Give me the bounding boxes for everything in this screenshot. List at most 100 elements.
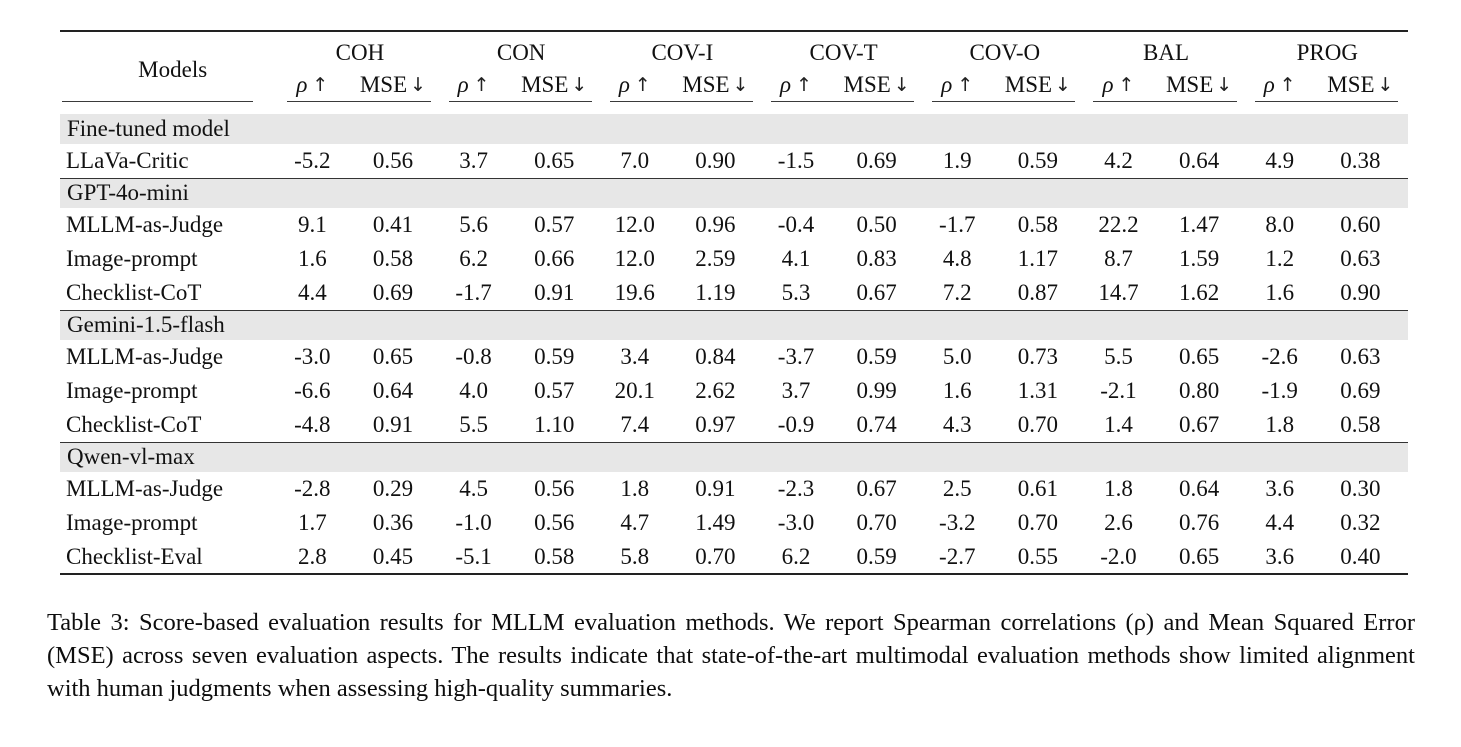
rho-value-cell: 4.3 (942, 411, 972, 437)
mse-value-cell: 0.90 (1340, 279, 1381, 305)
mse-metric-header: MSE ↓ (990, 68, 1085, 102)
rho-value-cell: 4.1 (781, 246, 811, 271)
mse-value-cell: 0.58 (372, 246, 414, 271)
mse-value-cell: 0.69 (372, 279, 414, 305)
aspect-group-label: COV-T (809, 39, 878, 65)
header-body-gap (60, 102, 1408, 114)
rho-value-cell: -2.8 (294, 476, 331, 501)
mse-value-cell: 0.58 (1340, 411, 1381, 437)
mse-value-cell: 0.63 (1340, 344, 1381, 369)
rho-value-cell: 12.0 (614, 246, 655, 271)
mse-value-cell: 0.56 (534, 510, 575, 535)
table-row: MLLM-as-Judge 9.1 0.41 5.6 0.57 12.0 0.96 -0.4 0… (60, 208, 1408, 242)
rho-value-cell: 19.6 (614, 279, 655, 305)
table-caption: Table 3: Score-based evaluation results … (47, 609, 1415, 702)
mse-value-cell: 0.32 (1340, 510, 1381, 535)
rho-value-cell: 1.8 (620, 476, 650, 501)
group-underline (1254, 101, 1313, 102)
rho-value-cell: -5.2 (294, 147, 331, 173)
mse-metric-header: MSE ↓ (506, 68, 602, 102)
mse-value-cell: 0.59 (534, 344, 575, 369)
models-column-header: Models (60, 31, 279, 102)
rho-metric-header: ρ ↑ (279, 68, 346, 102)
model-name-cell: Checklist-CoT (66, 279, 202, 305)
rho-value-cell: 4.4 (297, 279, 327, 305)
table-row: Checklist-Eval 2.8 0.45 -5.1 0.58 5.8 0.70 6.2 0… (60, 540, 1408, 574)
rho-value-cell: 4.9 (1265, 147, 1295, 173)
mse-value-cell: 1.19 (695, 279, 736, 305)
mse-value-cell: 0.58 (1017, 212, 1058, 237)
rho-value-cell: -0.9 (777, 411, 815, 437)
aspect-group-label: PROG (1296, 39, 1358, 65)
model-name-cell: Image-prompt (66, 510, 198, 535)
mse-value-cell: 0.29 (372, 476, 414, 501)
mse-value-cell: 1.10 (534, 411, 575, 437)
rho-value-cell: 4.7 (620, 510, 650, 535)
group-underline (1312, 101, 1398, 102)
model-name-cell: MLLM-as-Judge (66, 344, 224, 369)
up-arrow-icon: ↑ (1279, 74, 1296, 96)
mse-value-cell: 0.67 (1178, 411, 1220, 437)
mse-value-cell: 0.70 (1017, 411, 1058, 437)
mse-value-cell: 0.65 (1178, 543, 1220, 569)
mse-value-cell: 1.62 (1178, 279, 1220, 305)
rho-value-cell: -3.0 (777, 510, 815, 535)
mse-value-cell: 0.40 (1340, 543, 1381, 569)
section-name: Gemini-1.5-flash (60, 309, 1408, 340)
mse-value-cell: 0.64 (372, 378, 414, 403)
group-underline (770, 101, 830, 102)
rho-value-cell: -1.7 (939, 212, 976, 237)
mse-value-cell: 0.50 (856, 212, 897, 237)
down-arrow-icon: ↓ (1377, 74, 1394, 96)
section-header-row: GPT-4o-mini (60, 177, 1408, 208)
rho-value-cell: 8.7 (1104, 246, 1133, 271)
metric-header-row: ρ ↑ MSE ↓ ρ ↑ MSE ↓ ρ ↑ MSE ↓ ρ ↑ MSE ↓ ρ ↑ MSE ↓ ρ ↑ MSE ↓ ρ ↑ MS… (60, 68, 1408, 102)
mse-value-cell: 0.69 (1340, 378, 1381, 403)
rho-value-cell: 1.4 (1104, 411, 1133, 437)
rho-value-cell: 1.6 (1265, 279, 1295, 305)
rho-value-cell: -2.6 (1261, 344, 1298, 369)
mse-value-cell: 0.69 (856, 147, 897, 173)
mse-value-cell: 0.83 (856, 246, 897, 271)
rho-value-cell: 3.6 (1265, 476, 1295, 501)
model-name-cell: MLLM-as-Judge (66, 212, 224, 237)
rho-symbol: ρ (941, 72, 953, 97)
mse-label: MSE (359, 72, 408, 97)
rho-value-cell: 1.8 (1104, 476, 1133, 501)
rho-value-cell: 1.7 (297, 510, 327, 535)
rho-value-cell: 1.2 (1265, 246, 1295, 271)
rho-value-cell: -3.2 (939, 510, 976, 535)
rho-value-cell: 20.1 (614, 378, 655, 403)
down-arrow-icon: ↓ (893, 74, 910, 96)
models-underline (62, 101, 254, 102)
rho-value-cell: 1.6 (942, 378, 972, 403)
table-row: Checklist-CoT -4.8 0.91 5.5 1.10 7.4 0.97 -0.9 0… (60, 408, 1408, 442)
table-header: Models COH CON COV-I COV-T COV-O BAL PROG ρ ↑ MS… (60, 31, 1408, 102)
section-name: GPT-4o-mini (60, 177, 1408, 208)
results-table: Models COH CON COV-I COV-T COV-O BAL PROG ρ ↑ MS… (60, 30, 1408, 575)
table-row: Checklist-CoT 4.4 0.69 -1.7 0.91 19.6 1.19 5.3 0… (60, 276, 1408, 310)
rho-metric-header: ρ ↑ (441, 68, 507, 102)
rho-value-cell: -4.8 (294, 411, 331, 437)
group-underline (932, 101, 991, 102)
mse-value-cell: 0.64 (1178, 476, 1220, 501)
models-label: Models (138, 56, 208, 82)
section-name: Fine-tuned model (60, 114, 1408, 144)
mse-metric-header: MSE ↓ (829, 68, 924, 102)
mse-value-cell: 0.38 (1340, 147, 1381, 173)
mse-value-cell: 0.66 (534, 246, 575, 271)
mse-label: MSE (1165, 72, 1214, 97)
section-header-row: Fine-tuned model (60, 114, 1408, 144)
mse-value-cell: 0.91 (534, 279, 575, 305)
mse-value-cell: 0.59 (1017, 147, 1058, 173)
up-arrow-icon: ↑ (312, 74, 329, 96)
aspect-group-label: CON (496, 39, 546, 65)
rho-value-cell: 3.7 (459, 147, 488, 173)
mse-metric-header: MSE ↓ (345, 68, 440, 102)
model-name-cell: Image-prompt (66, 378, 198, 403)
down-arrow-icon: ↓ (732, 74, 749, 96)
rho-value-cell: -0.4 (777, 212, 815, 237)
aspect-group-label: COV-O (969, 39, 1041, 65)
group-underline (609, 101, 668, 102)
rho-value-cell: -2.3 (777, 476, 815, 501)
